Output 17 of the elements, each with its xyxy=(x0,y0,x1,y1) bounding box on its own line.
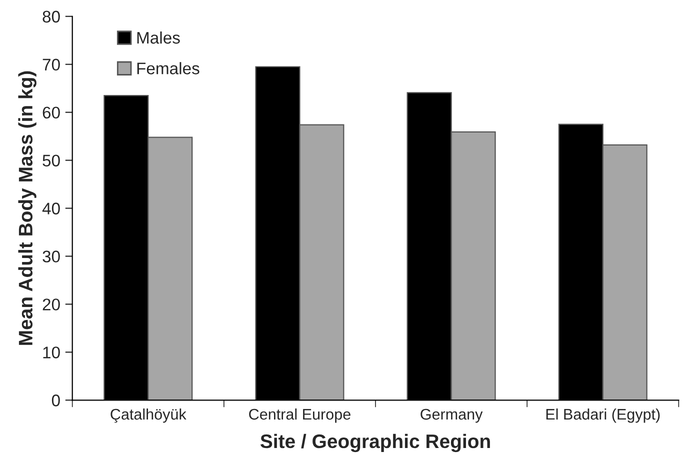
y-tick-label: 10 xyxy=(43,346,60,358)
y-tick-label: 50 xyxy=(42,154,60,166)
y-axis-title: Mean Adult Body Mass (in kg) xyxy=(18,71,36,345)
x-tick-label: El Badari (Egypt) xyxy=(546,408,660,423)
legend-label: Males xyxy=(137,31,180,44)
y-tick-label: 30 xyxy=(42,250,60,262)
x-tick-label: Central Europe xyxy=(249,408,350,423)
x-tick-label: Germany xyxy=(420,408,483,423)
legend-label: Females xyxy=(137,62,200,74)
y-tick-label: 70 xyxy=(42,58,60,71)
x-axis-title: Site / Geographic Region xyxy=(260,434,490,452)
y-tick-label: 80 xyxy=(42,10,60,23)
y-tick-label: 0 xyxy=(52,394,60,406)
y-tick-label: 40 xyxy=(42,202,60,214)
y-tick-label: 20 xyxy=(42,298,60,310)
x-tick-label: Çatalhöyük xyxy=(110,408,186,423)
y-tick-label: 60 xyxy=(42,106,60,119)
